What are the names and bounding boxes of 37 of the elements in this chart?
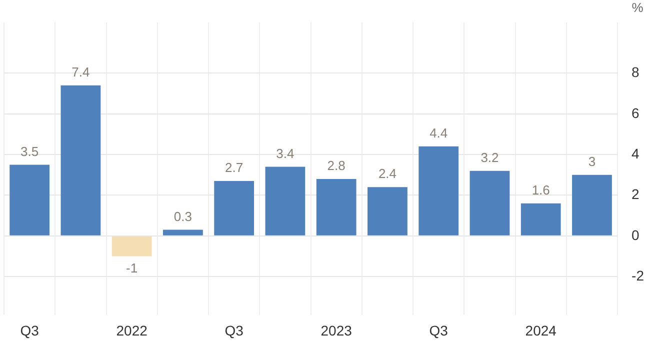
x-tick-label: 2023 — [320, 322, 352, 338]
data-label: 2.8 — [327, 158, 346, 174]
bar — [470, 170, 510, 236]
data-label: 2.4 — [378, 166, 397, 182]
bar — [214, 181, 254, 236]
bar — [265, 166, 306, 236]
data-label: 3.2 — [480, 150, 499, 165]
bar — [10, 164, 50, 236]
bar — [520, 203, 561, 236]
y-tick-label: -2 — [632, 267, 644, 284]
bar — [316, 178, 356, 236]
y-tick-label: 2 — [632, 186, 640, 202]
data-label: 4.4 — [430, 126, 448, 141]
x-tick-label: Q3 — [224, 322, 244, 338]
data-label: 3.5 — [20, 144, 39, 159]
bar — [572, 174, 612, 236]
data-label: -1 — [126, 260, 138, 276]
y-axis-title: % — [632, 0, 644, 16]
x-tick-label: 2022 — [116, 322, 148, 338]
data-label: 7.4 — [72, 64, 90, 80]
bar — [418, 146, 459, 236]
x-tick-label: Q3 — [20, 322, 40, 338]
x-tick-label: 2024 — [525, 322, 557, 338]
data-label: 2.7 — [225, 160, 244, 176]
data-label: 3.4 — [276, 146, 294, 161]
y-tick-label: 8 — [632, 64, 640, 80]
bar — [60, 85, 101, 236]
data-label: 0.3 — [174, 208, 192, 224]
data-label: 1.6 — [532, 182, 550, 198]
y-tick-label: 0 — [632, 226, 640, 243]
x-tick-label: Q3 — [429, 322, 448, 338]
bar — [163, 230, 203, 236]
bar — [112, 236, 152, 256]
bar — [368, 187, 408, 236]
data-label: 3 — [588, 154, 596, 169]
y-tick-label: 4 — [632, 145, 640, 162]
y-tick-label: 6 — [632, 104, 640, 121]
